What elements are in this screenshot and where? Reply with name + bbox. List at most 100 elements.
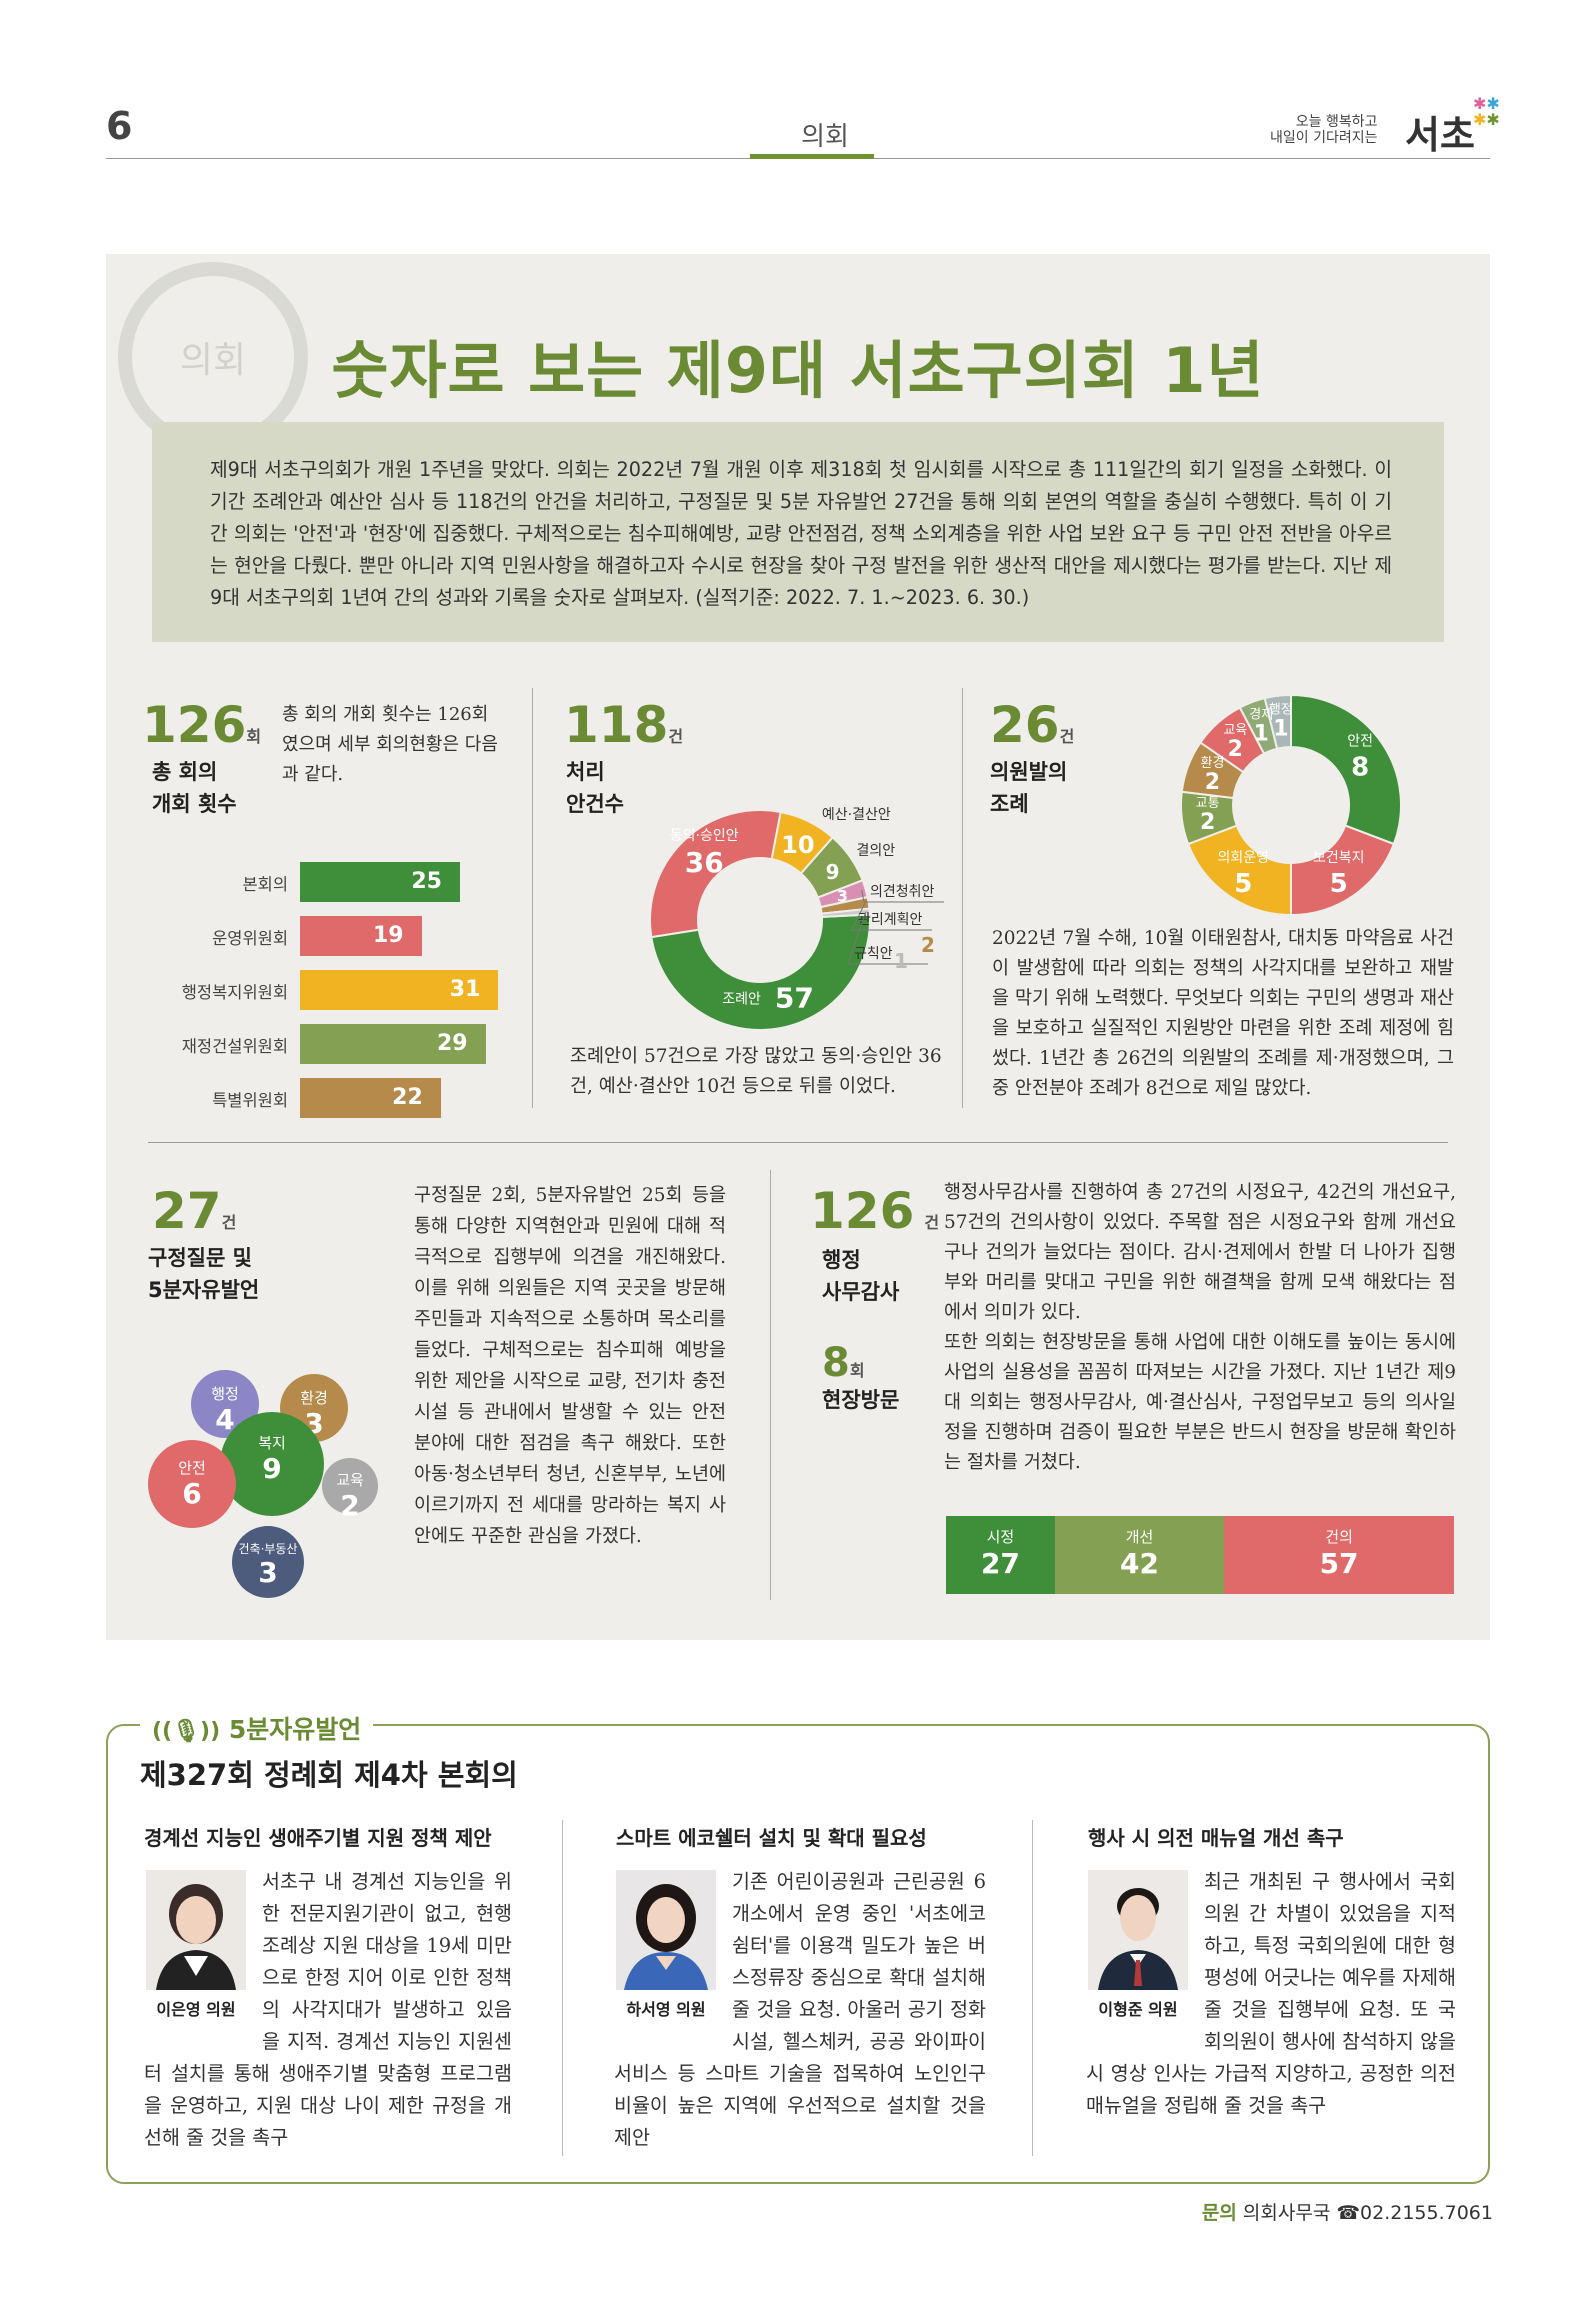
ordinances-label: 의원발의 조례 xyxy=(990,756,1067,820)
slice-label: 결의안 xyxy=(857,843,896,859)
questions-number: 27 xyxy=(152,1182,222,1240)
questions-unit: 건 xyxy=(221,1213,237,1232)
column-divider-1 xyxy=(532,688,533,1108)
bubble: 건축·부동산 3 xyxy=(232,1526,304,1598)
bar-label: 행정복지위원회 xyxy=(181,983,288,1002)
slice-label: 안전 xyxy=(1347,733,1373,749)
meetings-number-block: 126회 xyxy=(142,700,261,750)
councilor-name-1: 이은영 의원 xyxy=(156,2000,236,2019)
ordinances-label-line2: 조례 xyxy=(990,792,1029,816)
slice-value: 5 xyxy=(1234,869,1252,899)
slice-value: 1 xyxy=(1254,721,1269,746)
slice-label: 환경 xyxy=(1200,756,1224,771)
stack-segment: 개선 42 xyxy=(1054,1516,1225,1594)
slice-value: 2 xyxy=(1228,737,1243,762)
bar-value: 22 xyxy=(392,1085,423,1110)
segment-value: 27 xyxy=(980,1547,1020,1580)
segment-value: 57 xyxy=(1319,1547,1359,1580)
bar-label: 특별위원회 xyxy=(212,1091,288,1110)
bubble-label: 안전 xyxy=(178,1458,206,1477)
segment-label: 개선 xyxy=(1125,1528,1154,1546)
visit-number-block: 8회 xyxy=(822,1338,865,1388)
bubble-label: 건축·부동산 xyxy=(238,1541,298,1556)
slice-value: 9 xyxy=(826,860,840,884)
meetings-number: 126 xyxy=(142,696,247,754)
questions-label-line1: 구정질문 및 xyxy=(148,1246,252,1270)
bubble: 교육 2 xyxy=(322,1458,378,1521)
ordinances-number-block: 26건 xyxy=(990,700,1074,750)
bills-unit: 건 xyxy=(668,727,684,746)
intro-text: 제9대 서초구의회가 개원 1주년을 맞았다. 의회는 2022년 7월 개원 … xyxy=(210,458,1392,609)
speech-2-title: 스마트 에코쉘터 설치 및 확대 필요성 xyxy=(616,1826,927,1850)
stack-segment: 건의 57 xyxy=(1224,1516,1454,1594)
slice-label: 조례안 xyxy=(722,992,761,1008)
slice-label: 동의·승인안 xyxy=(670,828,739,844)
slice-value: 10 xyxy=(781,831,814,859)
slice-value: 2 xyxy=(1200,810,1215,835)
contact-label: 문의 xyxy=(1201,2202,1237,2224)
bar-value: 31 xyxy=(449,977,481,1002)
slice-label: 보건복지 xyxy=(1313,850,1365,866)
slice-value: 3 xyxy=(837,886,848,905)
slice-label: 교통 xyxy=(1196,796,1220,811)
audit-stacked-bar: 시정 27 개선 42 건의 57 xyxy=(946,1516,1454,1594)
bubble-value: 3 xyxy=(258,1555,278,1589)
visit-label: 현장방문 xyxy=(822,1388,900,1412)
audit-number: 126 xyxy=(810,1182,915,1240)
slice-label: 행정 xyxy=(1269,702,1293,718)
meetings-label: 총 회의 개회 횟수 xyxy=(152,756,237,820)
stack-segment: 시정 27 xyxy=(946,1516,1055,1594)
visit-number: 8 xyxy=(822,1340,850,1386)
councilor-photo-1 xyxy=(146,1870,246,1990)
ordinances-desc: 2022년 7월 수해, 10월 이태원참사, 대치동 마약음료 사건 이 발생… xyxy=(992,928,1454,1099)
bubble-label: 교육 xyxy=(336,1470,364,1489)
audit-unit: 건 xyxy=(924,1213,940,1232)
ordinances-label-line1: 의원발의 xyxy=(990,760,1068,784)
bar: 29 xyxy=(300,1024,486,1064)
donut-slice xyxy=(820,907,871,918)
speech-3-body: 최근 개최된 구 행사에서 국회의원 간 차별이 있었음을 지적하고, 특정 국… xyxy=(1086,1870,1456,2117)
free-speech-box xyxy=(106,1724,1490,2184)
section-accent xyxy=(750,154,874,159)
slice-value: 1 xyxy=(1273,717,1288,742)
questions-number-block: 27건 xyxy=(152,1186,236,1236)
photo-spacer xyxy=(614,1866,732,2032)
audit-label-line2: 사무감사 xyxy=(822,1280,900,1304)
bar: 31 xyxy=(300,970,499,1010)
councilor-photo-3 xyxy=(1088,1870,1188,1990)
bar-value: 29 xyxy=(436,1031,468,1056)
slice-value: 8 xyxy=(1351,752,1369,782)
bar-value: 25 xyxy=(411,869,442,894)
page-title: 숫자로 보는 제9대 서초구의회 1년 xyxy=(331,334,1265,407)
segment-label: 시정 xyxy=(986,1528,1015,1546)
bubble: 복지 9 xyxy=(220,1412,324,1516)
questions-label-line2: 5분자유발언 xyxy=(148,1278,260,1302)
bar-label: 재정건설위원회 xyxy=(181,1037,288,1056)
bar: 22 xyxy=(300,1078,441,1118)
ordinances-unit: 건 xyxy=(1059,727,1075,746)
councilor-photo-2 xyxy=(616,1870,716,1990)
bar: 25 xyxy=(300,862,460,902)
speech-1-text: 서초구 내 경계선 지능인을 위한 전문지원기관이 없고, 현행 조례상 지원 … xyxy=(144,1866,512,2154)
slice-value: 2 xyxy=(1205,770,1220,795)
brand-slogan-line1: 오늘 행복하고 xyxy=(1295,114,1378,130)
bubble-label: 환경 xyxy=(300,1388,328,1407)
meetings-unit: 회 xyxy=(246,727,262,746)
bills-label: 처리 안건수 xyxy=(566,756,624,820)
emblem-text: 의회 xyxy=(179,340,247,381)
brand-logo: 서초 xyxy=(1405,113,1475,157)
slice-label: 경제 xyxy=(1249,707,1273,722)
bills-number: 118 xyxy=(564,696,669,754)
meetings-label-line1: 총 회의 xyxy=(152,760,218,784)
photo-spacer xyxy=(144,1866,262,2032)
leader-line xyxy=(847,911,928,965)
councilor-name-2: 하서영 의원 xyxy=(626,2000,706,2019)
councilor-name-3: 이형준 의원 xyxy=(1098,2000,1178,2019)
bills-label-line2: 안건수 xyxy=(566,792,624,816)
meetings-desc: 총 회의 개회 횟수는 126회였으며 세부 회의현황은 다음과 같다. xyxy=(282,704,498,785)
donut-slice xyxy=(1290,693,1402,846)
slice-label: 예산·결산안 xyxy=(822,807,891,823)
donut-slice xyxy=(1263,693,1292,750)
audit-desc-1: 행정사무감사를 진행하여 총 27건의 시정요구, 42건의 개선요구, 57건… xyxy=(944,1182,1456,1323)
